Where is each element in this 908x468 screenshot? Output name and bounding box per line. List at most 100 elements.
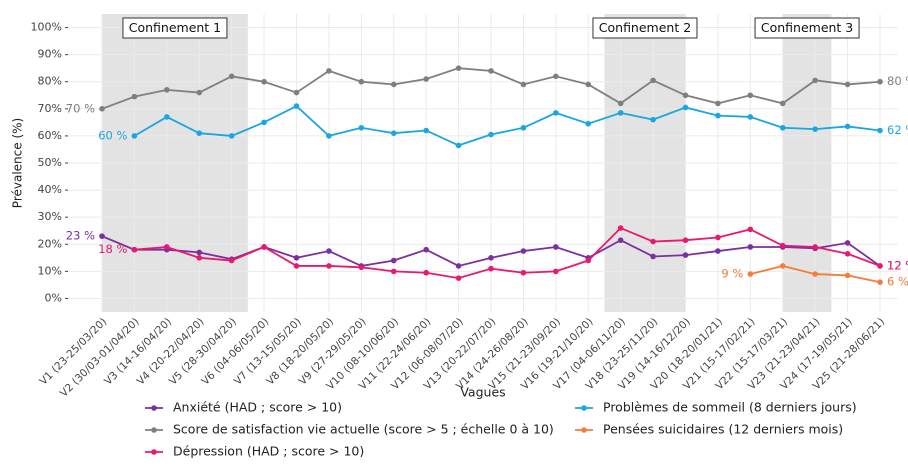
data-point — [812, 244, 818, 250]
legend-dot — [581, 427, 587, 433]
data-point — [553, 110, 559, 116]
data-point — [455, 65, 462, 71]
data-point — [585, 120, 592, 127]
y-tick-label: 0% — [45, 291, 62, 304]
value-label: 9 % — [721, 267, 743, 281]
period-label: Confinement 2 — [599, 20, 691, 35]
period-label-box — [592, 17, 698, 39]
data-point — [488, 265, 494, 272]
value-label: 23 % — [66, 229, 95, 243]
data-point — [520, 269, 527, 276]
legend-item: Anxiété (HAD ; score > 10) — [145, 400, 342, 415]
data-point — [390, 268, 397, 275]
data-point — [747, 226, 754, 233]
data-point — [455, 263, 462, 269]
y-tick-label: 100% — [31, 21, 62, 34]
data-point — [553, 73, 559, 80]
data-point — [164, 114, 170, 120]
data-point — [715, 248, 721, 254]
period-label-box — [122, 17, 228, 39]
y-tick-label: 70% — [38, 102, 62, 115]
data-point — [390, 257, 397, 264]
y-tick-label: 60% — [38, 129, 62, 142]
data-point — [650, 253, 656, 260]
y-tick-label: 20% — [38, 237, 62, 250]
y-tick-label: 40% — [38, 183, 62, 196]
data-point — [779, 124, 786, 131]
data-point — [877, 263, 883, 269]
data-point — [617, 237, 624, 244]
legend-item: Pensées suicidaires (12 derniers mois) — [575, 422, 843, 437]
data-point — [293, 263, 300, 269]
data-point — [261, 78, 267, 85]
data-point — [423, 76, 429, 82]
data-point — [877, 78, 883, 85]
legend-dot — [581, 405, 587, 411]
data-point — [520, 81, 527, 88]
data-point — [423, 246, 429, 253]
data-point — [585, 257, 592, 264]
y-tick-label: 30% — [38, 210, 62, 223]
value-label: 70 % — [66, 101, 95, 115]
data-point — [715, 234, 721, 241]
legend-label: Problèmes de sommeil (8 derniers jours) — [603, 400, 857, 415]
data-point — [228, 257, 235, 264]
data-point — [455, 142, 462, 149]
data-point — [99, 106, 105, 112]
data-point — [779, 263, 786, 269]
legend-label: Pensées suicidaires (12 derniers mois) — [603, 422, 843, 437]
data-point — [747, 92, 754, 99]
data-point — [715, 100, 721, 107]
period-label: Confinement 3 — [761, 20, 853, 35]
period-label: Confinement 1 — [129, 20, 221, 35]
data-point — [293, 89, 300, 96]
data-point — [617, 225, 624, 231]
data-point — [326, 133, 332, 139]
value-label: 80 % — [887, 74, 908, 88]
data-point — [844, 250, 851, 257]
y-axis-label: Prévalence (%) — [11, 118, 25, 208]
data-point — [715, 112, 721, 119]
data-point — [326, 263, 332, 269]
series-line — [133, 105, 881, 147]
data-point — [358, 78, 365, 85]
data-point — [131, 93, 138, 100]
legend-item: Score de satisfaction vie actuelle (scor… — [145, 422, 554, 437]
data-point — [585, 81, 592, 88]
data-point — [617, 100, 624, 107]
data-point — [812, 126, 818, 132]
data-point — [261, 244, 267, 250]
y-tick-label: 50% — [38, 156, 62, 169]
series-line — [134, 226, 881, 280]
data-point — [747, 271, 754, 277]
data-point — [488, 131, 494, 138]
data-point — [131, 133, 138, 139]
data-point — [844, 272, 851, 279]
data-point — [779, 242, 786, 249]
legend-item: Dépression (HAD ; score > 10) — [145, 444, 364, 459]
value-label: 6 % — [887, 275, 908, 289]
y-tick-label: 80% — [38, 75, 62, 88]
data-point — [455, 275, 462, 281]
value-label: 62 % — [887, 123, 908, 137]
data-point — [358, 264, 365, 271]
data-point — [779, 100, 786, 107]
legend-dot — [151, 405, 157, 411]
value-label: 60 % — [98, 128, 127, 142]
value-label: 18 % — [98, 242, 127, 256]
data-point — [844, 123, 851, 130]
data-point — [488, 68, 494, 74]
data-point — [747, 244, 754, 250]
data-point — [682, 252, 689, 258]
legend-label: Anxiété (HAD ; score > 10) — [173, 400, 342, 415]
data-point — [99, 233, 105, 239]
legend-dot — [151, 427, 157, 433]
data-point — [293, 103, 300, 109]
x-axis-label: Vagues — [460, 385, 505, 400]
value-label: 12 % — [887, 258, 908, 272]
data-point — [553, 268, 559, 275]
data-point — [617, 110, 624, 116]
data-point — [164, 87, 170, 93]
data-point — [423, 127, 429, 134]
